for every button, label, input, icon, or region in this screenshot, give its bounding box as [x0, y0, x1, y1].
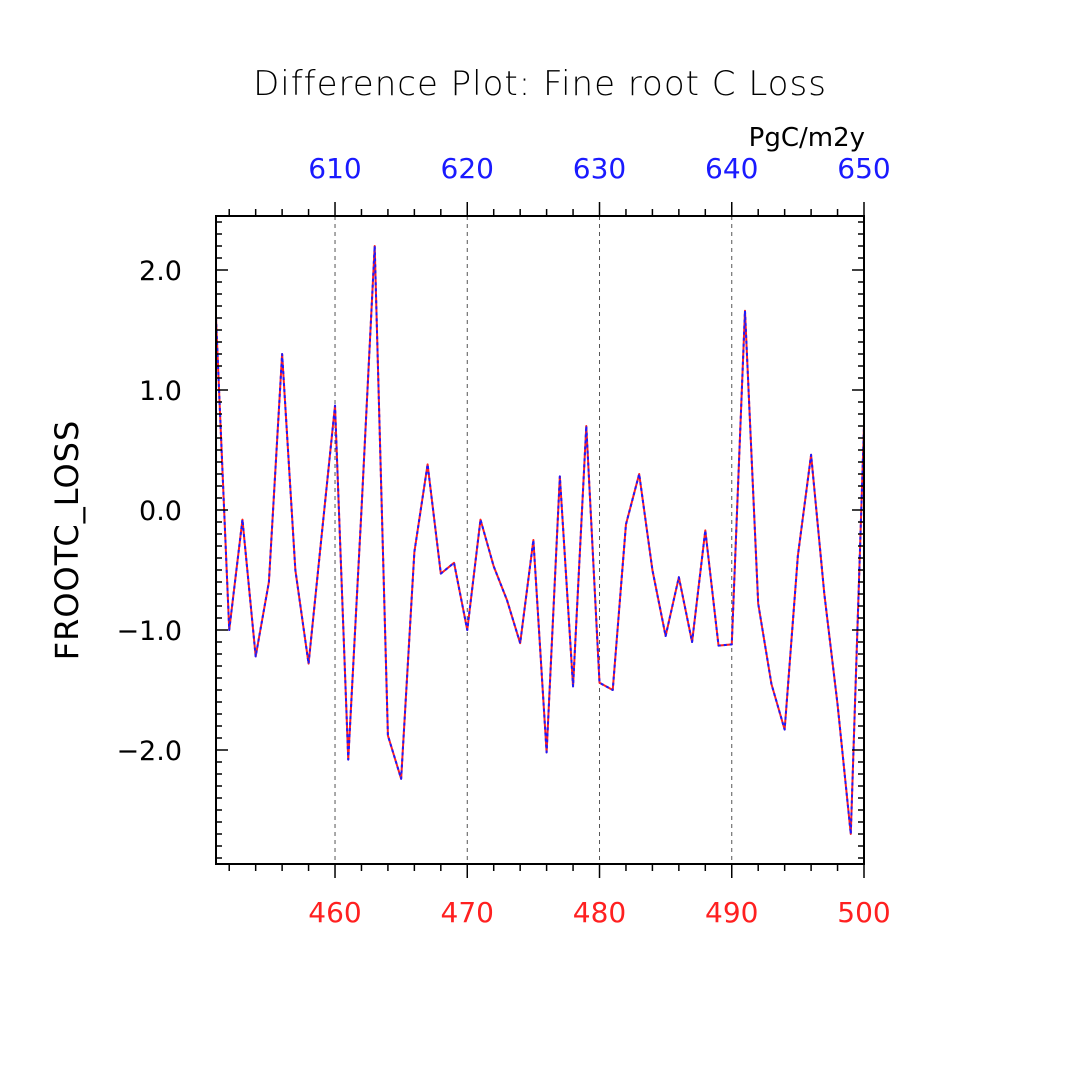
top-axis-tick-label: 620 — [441, 152, 494, 185]
chart-title: Difference Plot: Fine root C Loss — [253, 64, 827, 104]
plot-frame — [215, 215, 865, 865]
ytick-label: −2.0 — [116, 736, 182, 767]
series-line-case2 — [215, 245, 865, 835]
bottom-axis-tick-label: 460 — [308, 896, 361, 929]
series-line-case1 — [215, 245, 865, 835]
ytick-label: 2.0 — [139, 256, 182, 287]
top-axis-tick-label: 630 — [573, 152, 626, 185]
gridlines — [334, 216, 733, 864]
y-axis-label: FROOTC_LOSS — [48, 420, 86, 661]
bottom-axis-tick-label: 500 — [837, 896, 890, 929]
ytick-label: 1.0 — [139, 376, 182, 407]
bottom-axis-tick-label: 490 — [705, 896, 758, 929]
units-label: PgC/m2y — [749, 123, 865, 153]
data-series — [215, 245, 865, 835]
ytick-label: −1.0 — [116, 616, 182, 647]
ytick-label: 0.0 — [139, 496, 182, 527]
top-axis-tick-label: 650 — [837, 152, 890, 185]
top-axis-tick-label: 610 — [308, 152, 361, 185]
axis-ticks — [216, 202, 865, 878]
bottom-axis-tick-label: 470 — [441, 896, 494, 929]
top-axis-tick-label: 640 — [705, 152, 758, 185]
bottom-axis-tick-label: 480 — [573, 896, 626, 929]
tick-labels: −2.0 −1.0 0.0 1.0 2.0 460 470 480 490 500 610 620 63… — [116, 152, 890, 929]
